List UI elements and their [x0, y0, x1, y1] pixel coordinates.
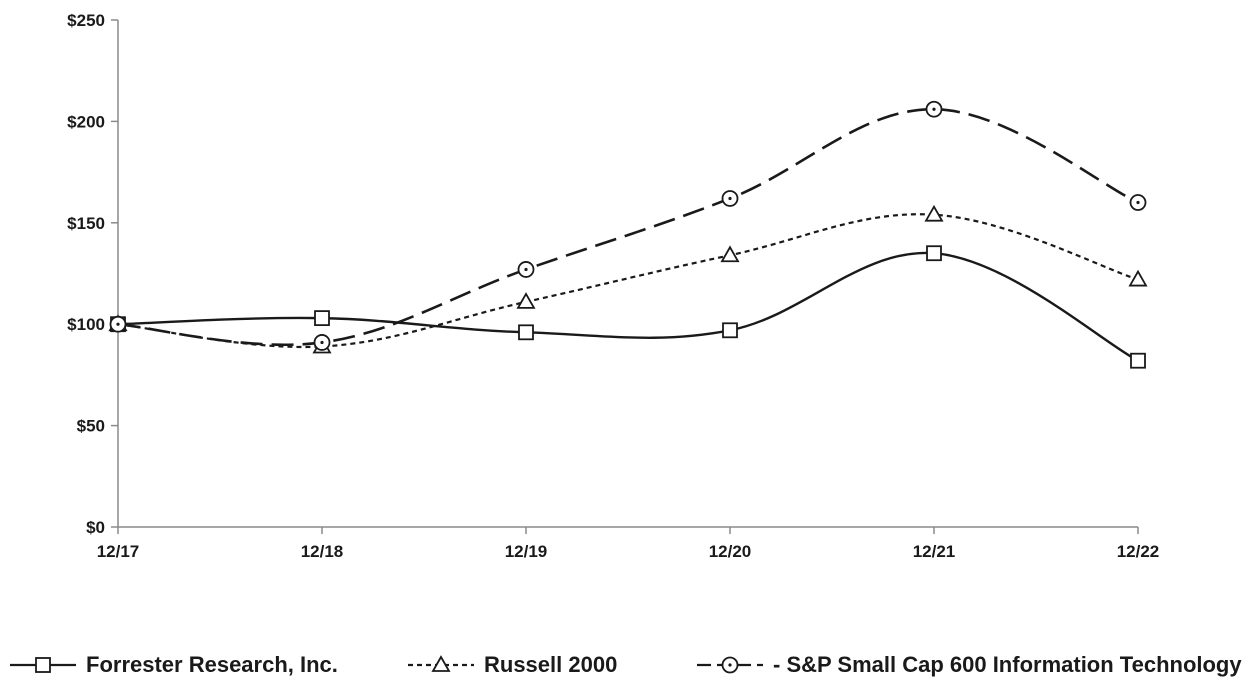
marker-circle-dot [524, 267, 528, 272]
legend-marker [721, 656, 739, 674]
x-tick-label: 12/18 [301, 542, 344, 561]
data-point-series-3 [313, 334, 331, 351]
marker-circle-dot [320, 340, 324, 345]
y-tick-label: $50 [77, 417, 105, 436]
data-point-series-2 [1128, 269, 1148, 287]
data-point-series-2 [924, 204, 944, 222]
marker-circle-dot [932, 107, 936, 111]
legend-item: - S&P Small Cap 600 Information Technolo… [697, 652, 1242, 677]
legend-label: - S&P Small Cap 600 Information Technolo… [773, 652, 1242, 677]
data-point-series-1 [926, 245, 942, 262]
marker-circle-dot [116, 322, 120, 326]
x-tick-label: 12/17 [97, 542, 140, 561]
data-point-series-2 [516, 292, 536, 309]
marker-circle-dot [728, 663, 732, 667]
y-tick-label: $0 [86, 518, 105, 537]
data-point-series-3 [517, 261, 535, 278]
legend-item: Russell 2000 [408, 652, 617, 677]
legend-marker [35, 657, 51, 673]
legend-item: Forrester Research, Inc. [10, 652, 338, 677]
series-line-3 [117, 107, 1139, 346]
data-point-series-3 [721, 190, 739, 207]
y-tick-label: $100 [67, 315, 105, 334]
data-point-series-1 [518, 324, 534, 341]
data-point-series-2 [720, 245, 740, 263]
legend-label: Russell 2000 [484, 652, 617, 677]
data-point-series-3 [1129, 194, 1147, 211]
x-tick-label: 12/21 [913, 542, 956, 561]
x-tick-label: 12/19 [505, 542, 548, 561]
data-point-series-3 [109, 315, 127, 333]
data-point-series-3 [925, 100, 943, 118]
series-lines [117, 107, 1139, 362]
x-tick-label: 12/20 [709, 542, 752, 561]
series-markers [108, 100, 1148, 369]
legend-label: Forrester Research, Inc. [86, 652, 338, 677]
axes: $0 $50 $100 $150 $200 $250 12/17 12/18 12/19 12/2… [67, 11, 1159, 561]
y-tick-label: $200 [67, 112, 105, 131]
data-point-series-1 [314, 310, 330, 327]
legend-marker [431, 655, 451, 672]
marker-circle-dot [1136, 200, 1140, 205]
y-tick-label: $250 [67, 11, 105, 30]
data-point-series-1 [722, 322, 738, 339]
legend: Forrester Research, Inc. Russell 2000 - S&… [10, 652, 1242, 677]
x-tick-label: 12/22 [1117, 542, 1160, 561]
data-point-series-1 [1130, 352, 1146, 369]
series-line-1 [117, 251, 1139, 362]
marker-circle-dot [728, 196, 732, 201]
y-tick-label: $150 [67, 214, 105, 233]
